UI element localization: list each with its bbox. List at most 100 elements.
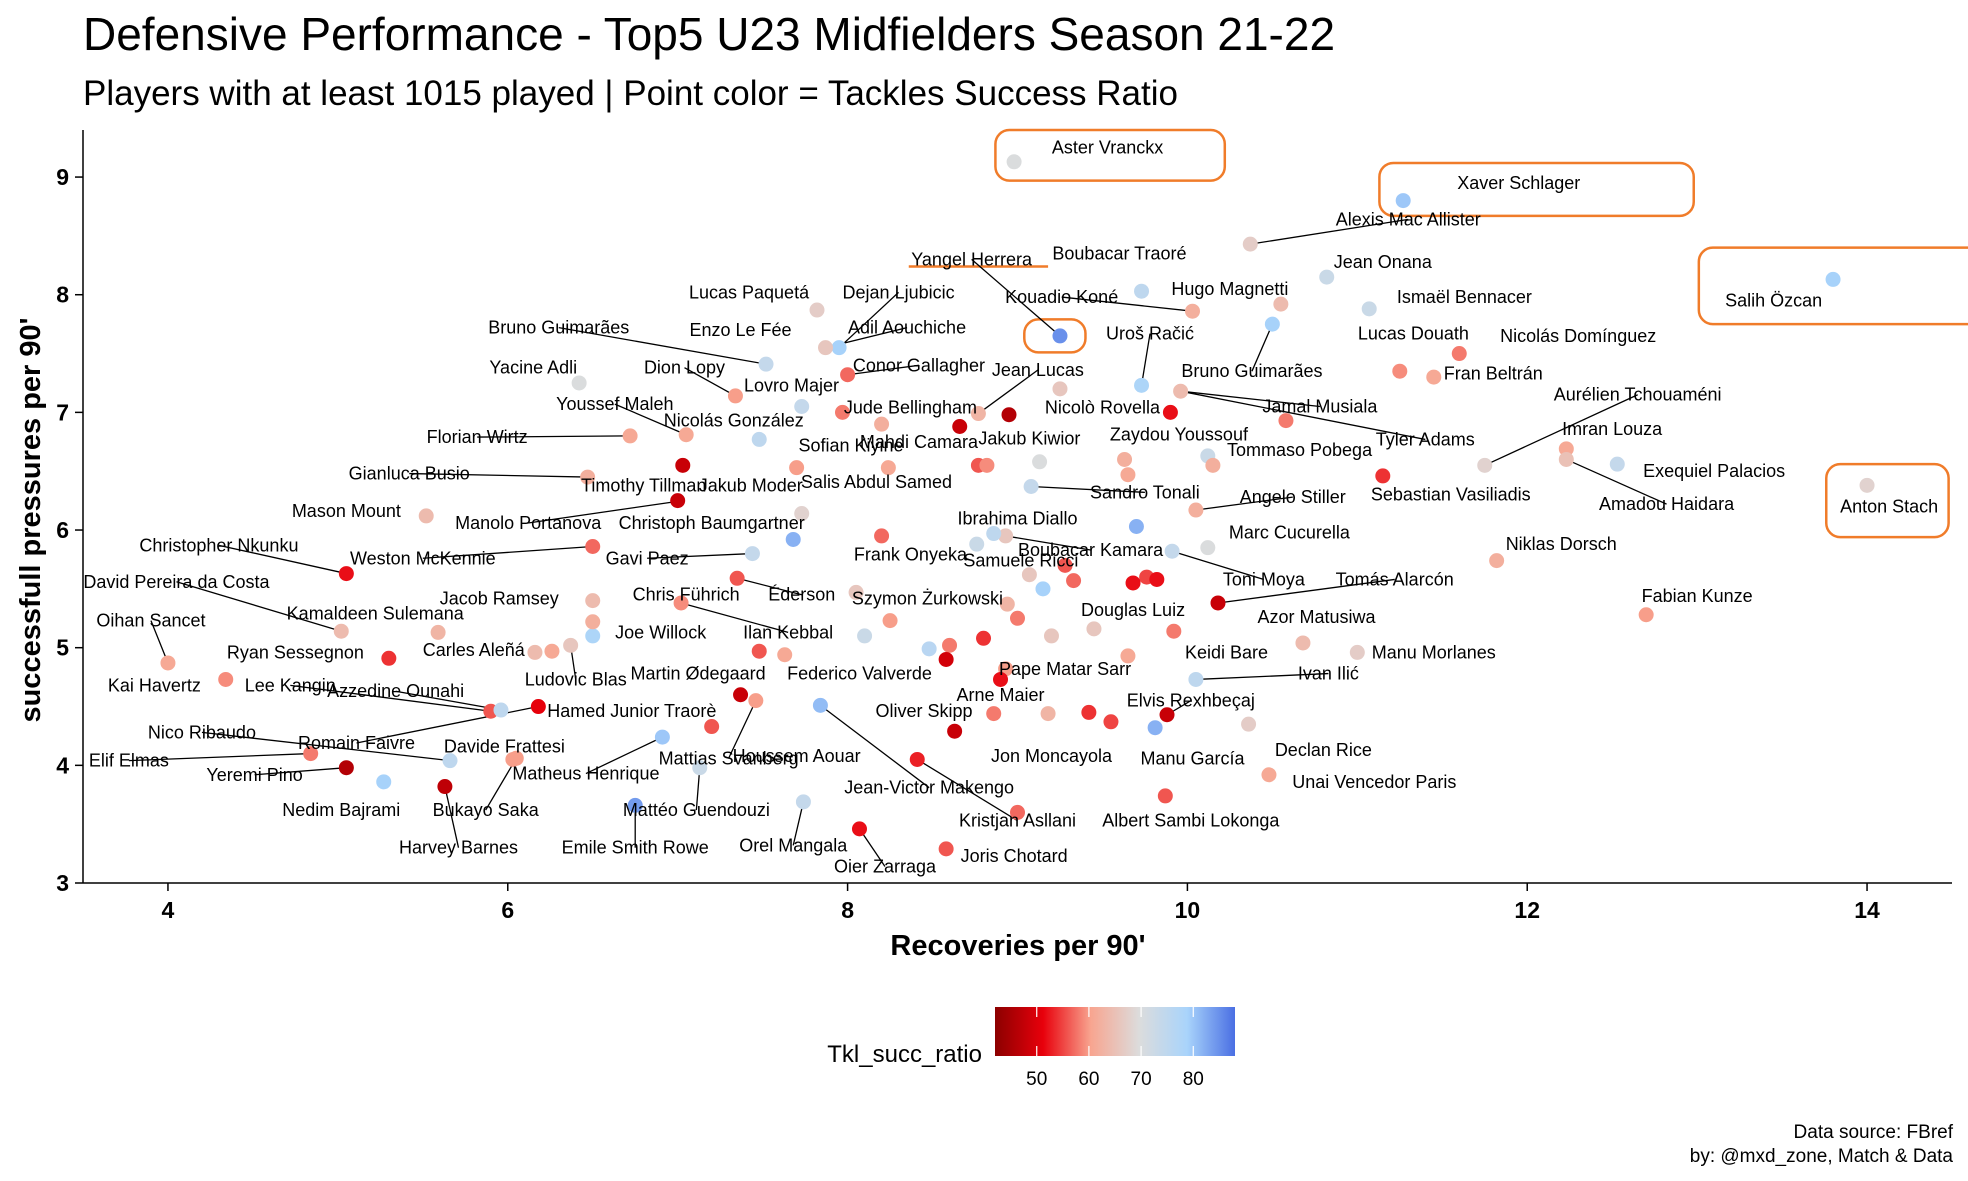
data-point xyxy=(1188,671,1204,687)
data-point xyxy=(1117,451,1133,467)
data-point xyxy=(986,526,1002,542)
data-point xyxy=(1451,346,1467,362)
point-label: Mattias Svanberg xyxy=(659,748,799,768)
point-label: Toni Moya xyxy=(1223,569,1306,589)
point-label: Ibrahima Diallo xyxy=(957,508,1077,528)
point-label: Boubacar Traoré xyxy=(1052,244,1186,264)
point-label: Joris Chotard xyxy=(961,846,1068,866)
data-point xyxy=(729,570,745,586)
point-label: Pape Matar Sarr xyxy=(999,659,1131,679)
point-label: Elif Elmas xyxy=(89,751,169,771)
point-label: Bruno Guimarães xyxy=(488,318,629,338)
point-label: Zaydou Youssouf xyxy=(1110,425,1249,445)
point-label: Arne Maier xyxy=(956,685,1044,705)
leader-line xyxy=(1217,578,1395,604)
data-point xyxy=(1086,621,1102,637)
point-label: Christopher Nkunku xyxy=(139,535,298,555)
point-label: Aurélien Tchouaméni xyxy=(1554,385,1722,405)
point-label: Azor Matusiwa xyxy=(1258,607,1377,627)
leader-line xyxy=(254,767,347,776)
data-point xyxy=(160,655,176,671)
point-label: Jean-Victor Makengo xyxy=(844,778,1014,798)
point-label: Unai Vencedor Paris xyxy=(1292,772,1456,792)
point-label: Douglas Luiz xyxy=(1081,600,1185,620)
point-label: Romain Faivre xyxy=(298,733,415,753)
data-point xyxy=(1349,644,1365,660)
point-label: Mahdi Camara xyxy=(860,432,979,452)
data-point xyxy=(1134,283,1150,299)
point-label: Ismaël Bennacer xyxy=(1397,287,1532,307)
point-label: Enzo Le Fée xyxy=(690,320,792,340)
data-point xyxy=(1052,328,1068,344)
point-label: Oier Zarraga xyxy=(834,857,937,877)
leader-line xyxy=(485,757,517,811)
point-label: Yacine Adli xyxy=(489,358,577,378)
data-point xyxy=(1120,467,1136,483)
data-point xyxy=(1162,404,1178,420)
x-ticks: 4 6 8 10 12 14 xyxy=(162,883,1880,923)
data-point xyxy=(947,723,963,739)
y-ticks: 3 4 5 6 7 8 9 xyxy=(56,164,83,896)
data-point xyxy=(1043,628,1059,644)
data-point xyxy=(809,302,825,318)
point-label: Ilan Kebbal xyxy=(743,622,833,642)
leader-line xyxy=(684,367,736,397)
point-label: Oliver Skipp xyxy=(876,701,973,721)
data-point xyxy=(376,774,392,790)
point-label: Marc Cucurella xyxy=(1229,522,1351,542)
point-label: Manu García xyxy=(1140,748,1245,768)
x-tick-label: 10 xyxy=(1175,897,1201,923)
leader-line xyxy=(422,545,593,559)
point-label: Lucas Douath xyxy=(1358,324,1469,344)
data-point xyxy=(942,637,958,653)
point-label: Gianluca Busio xyxy=(349,464,470,484)
point-label: Adil Aouchiche xyxy=(848,318,966,338)
data-point xyxy=(851,821,867,837)
data-point xyxy=(1489,553,1505,569)
point-label: Tomás Alarcón xyxy=(1336,569,1454,589)
leader-line xyxy=(585,736,663,775)
data-point xyxy=(1558,451,1574,467)
point-label: Nico Ribaudo xyxy=(148,722,256,742)
data-point xyxy=(976,630,992,646)
point-label: Martin Ødegaard xyxy=(631,664,766,684)
data-point xyxy=(909,751,925,767)
data-point xyxy=(1210,595,1226,611)
data-point xyxy=(1261,767,1277,783)
data-point xyxy=(1392,363,1408,379)
leader-line xyxy=(1484,394,1638,466)
data-point xyxy=(1032,454,1048,470)
point-label: Éderson xyxy=(768,585,835,605)
legend-colorbar xyxy=(995,1007,1235,1056)
data-point xyxy=(675,457,691,473)
data-point xyxy=(442,753,458,769)
data-point xyxy=(1361,301,1377,317)
x-tick-label: 4 xyxy=(162,897,175,923)
point-label: Mason Mount xyxy=(292,501,401,521)
point-label: Ivan Ilić xyxy=(1298,664,1359,684)
data-point xyxy=(1242,236,1258,252)
data-point xyxy=(794,506,810,522)
x-tick-label: 8 xyxy=(841,897,854,923)
highlight-boxes xyxy=(908,128,1968,539)
leader-line xyxy=(558,327,767,365)
data-point xyxy=(544,643,560,659)
point-label: Szymon Żurkowski xyxy=(852,588,1003,608)
data-point xyxy=(999,596,1015,612)
data-point xyxy=(733,687,749,703)
point-label: Salih Özcan xyxy=(1725,291,1822,311)
point-label: Davide Frattesi xyxy=(444,737,565,757)
point-label: Fabian Kunze xyxy=(1642,586,1753,606)
data-point xyxy=(1120,648,1136,664)
highlight-box xyxy=(1697,246,1968,326)
highlight-box xyxy=(1825,462,1950,539)
point-label: Timothy Tillman xyxy=(581,475,706,495)
data-point xyxy=(1173,383,1189,399)
legend-tick-label: 60 xyxy=(1078,1069,1099,1090)
data-point xyxy=(303,746,319,762)
point-label: Salis Abdul Samed xyxy=(801,472,952,492)
data-point xyxy=(493,702,509,718)
data-point xyxy=(986,706,1002,722)
data-point xyxy=(1128,519,1144,535)
leader-line xyxy=(1061,296,1193,312)
